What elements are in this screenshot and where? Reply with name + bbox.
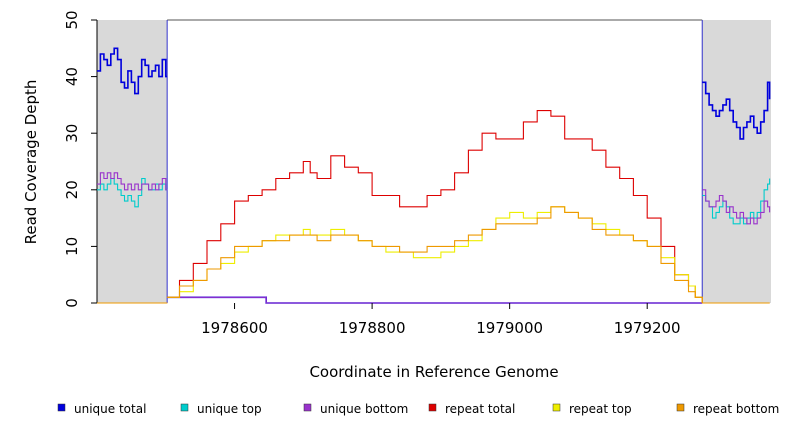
y-tick-label: 10 — [63, 237, 81, 256]
y-tick-label: 50 — [63, 10, 81, 29]
legend-label-repeat-total: repeat total — [445, 402, 515, 416]
legend-swatch-unique-bottom — [303, 403, 312, 412]
series-repeat-total-seg-1 — [167, 110, 703, 303]
legend-swatch-repeat-total — [428, 403, 437, 412]
y-tick-label: 0 — [63, 298, 81, 308]
legend-label-unique-bottom: unique bottom — [320, 402, 408, 416]
series-lines — [97, 47, 771, 304]
x-tick-label: 1979000 — [476, 319, 543, 337]
series-unique-total-seg-1 — [167, 296, 703, 304]
axis-ticks: 0 10 20 30 40 50 1978600 1978800 1979000 1979200 — [63, 10, 681, 337]
series-repeat-top-seg-1 — [167, 206, 703, 303]
y-axis-title: Read Coverage Depth — [22, 80, 40, 245]
axes-frame — [96, 19, 703, 303]
legend-swatch-unique-total — [57, 403, 66, 412]
y-tick-label: 40 — [63, 67, 81, 86]
x-axis-title: Coordinate in Reference Genome — [309, 363, 558, 381]
series-unique-total-seg-2 — [702, 81, 771, 140]
x-tick-label: 1979200 — [614, 319, 681, 337]
legend-label-repeat-bottom: repeat bottom — [693, 402, 779, 416]
legend-swatch-unique-top — [180, 403, 189, 412]
legend-label-repeat-top: repeat top — [569, 402, 632, 416]
x-tick-label: 1978600 — [201, 319, 268, 337]
series-repeat-bottom-seg-1 — [167, 206, 703, 303]
legend: unique total unique top unique bottom repea… — [57, 402, 779, 416]
series-unique-bottom-seg-1 — [167, 296, 703, 304]
x-tick-label: 1978800 — [339, 319, 406, 337]
y-tick-label: 30 — [63, 124, 81, 143]
legend-label-unique-total: unique total — [74, 402, 146, 416]
legend-swatch-repeat-top — [552, 403, 561, 412]
series-unique-top-seg-0 — [97, 177, 168, 208]
legend-swatch-repeat-bottom — [676, 403, 685, 412]
shaded-regions — [97, 20, 771, 303]
shaded-region-1 — [702, 20, 771, 303]
series-unique-bottom-seg-2 — [702, 189, 771, 225]
y-tick-label: 20 — [63, 180, 81, 199]
series-unique-bottom-seg-0 — [97, 172, 168, 191]
series-unique-top-seg-1 — [702, 178, 771, 225]
legend-label-unique-top: unique top — [197, 402, 262, 416]
series-unique-total-seg-0 — [97, 47, 168, 95]
